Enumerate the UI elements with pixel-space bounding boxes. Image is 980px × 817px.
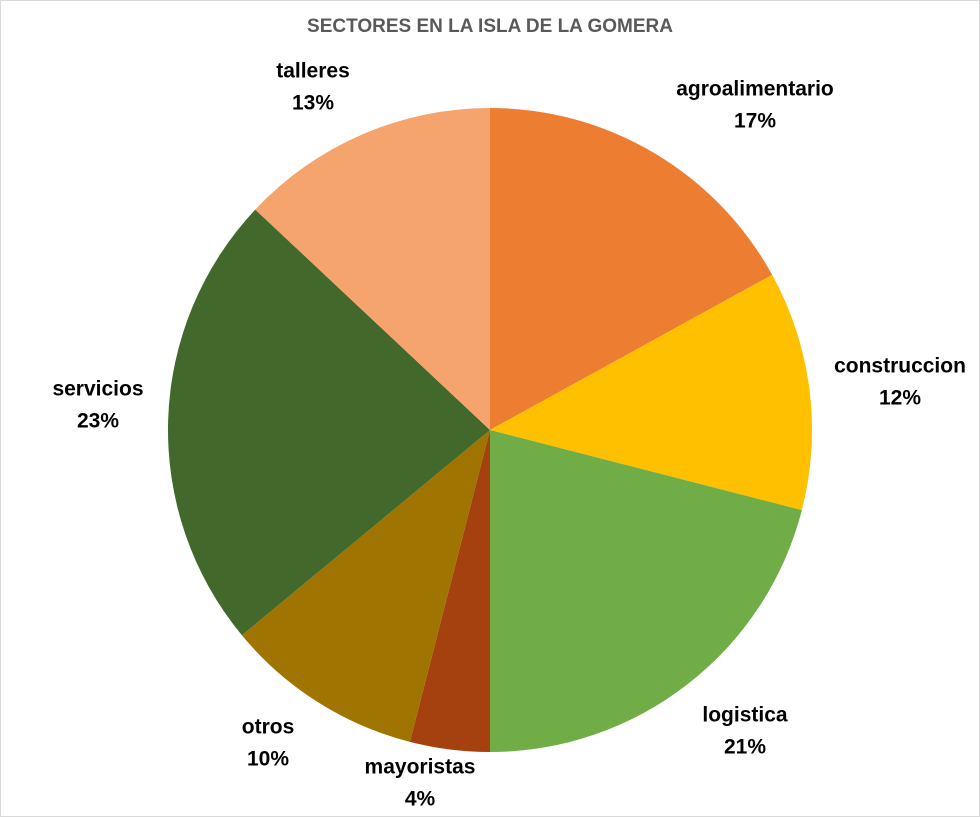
- pie-slice: [490, 108, 773, 430]
- slice-category-label: construccion: [834, 355, 966, 378]
- slice-value-label: 4%: [405, 788, 436, 811]
- slice-value-label: 21%: [724, 736, 766, 759]
- pie-slice: [255, 108, 490, 430]
- slice-category-label: servicios: [52, 378, 143, 401]
- slice-category-label: agroalimentario: [676, 78, 834, 101]
- slice-value-label: 13%: [292, 92, 334, 115]
- pie-slice: [167, 209, 491, 636]
- pie-slice: [490, 430, 802, 752]
- pie-slice: [409, 430, 490, 752]
- slice-value-label: 12%: [879, 387, 921, 410]
- slice-category-label: otros: [242, 716, 295, 739]
- slice-category-label: logistica: [702, 704, 788, 727]
- pie-slice: [241, 430, 490, 742]
- pie-slice: [490, 274, 813, 511]
- slice-value-label: 23%: [77, 410, 119, 433]
- slice-value-label: 17%: [734, 110, 776, 133]
- slice-category-label: talleres: [276, 60, 350, 83]
- slice-value-label: 10%: [247, 748, 289, 771]
- chart-title: SECTORES EN LA ISLA DE LA GOMERA: [307, 16, 673, 37]
- slice-category-label: mayoristas: [365, 756, 476, 779]
